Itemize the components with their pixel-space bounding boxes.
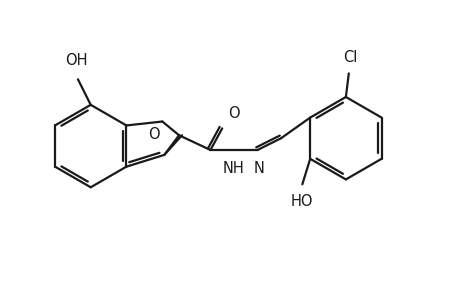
Text: NH: NH	[222, 161, 244, 176]
Text: O: O	[228, 105, 240, 120]
Text: Cl: Cl	[344, 49, 358, 65]
Text: N: N	[254, 161, 265, 176]
Text: HO: HO	[291, 194, 314, 209]
Text: O: O	[148, 128, 160, 142]
Text: OH: OH	[65, 52, 87, 68]
